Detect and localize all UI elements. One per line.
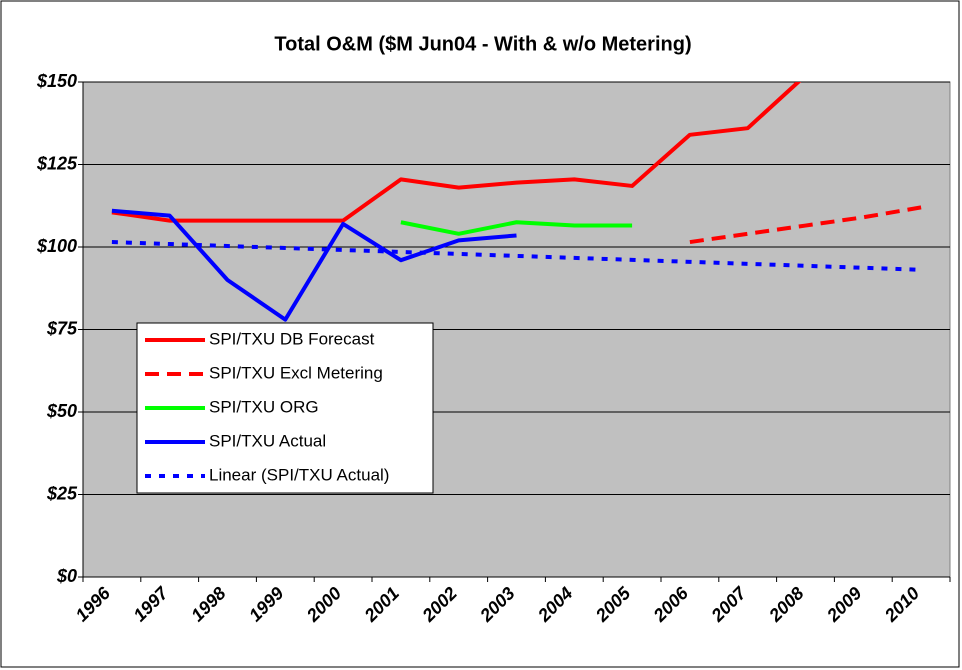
y-tick-label: $150 (36, 71, 77, 91)
series-line (400, 220, 633, 236)
series-line (111, 208, 517, 322)
y-tick-label: $100 (36, 236, 77, 256)
chart-title: Total O&M ($M Jun04 - With & w/o Meterin… (274, 33, 691, 55)
y-tick-label: $125 (36, 153, 78, 173)
series-line (689, 205, 922, 245)
series-line (111, 240, 922, 272)
legend-label: SPI/TXU ORG (209, 397, 319, 416)
y-tick-label: $25 (46, 483, 78, 503)
y-tick-label: $0 (56, 566, 77, 586)
y-tick-label: $50 (46, 401, 77, 421)
legend-label: Linear (SPI/TXU Actual) (209, 465, 389, 484)
y-tick-label: $75 (46, 318, 78, 338)
series-line (111, 82, 802, 223)
legend-label: SPI/TXU Actual (209, 431, 326, 450)
legend-label: SPI/TXU Excl Metering (209, 363, 383, 382)
legend-label: SPI/TXU DB Forecast (209, 329, 375, 348)
